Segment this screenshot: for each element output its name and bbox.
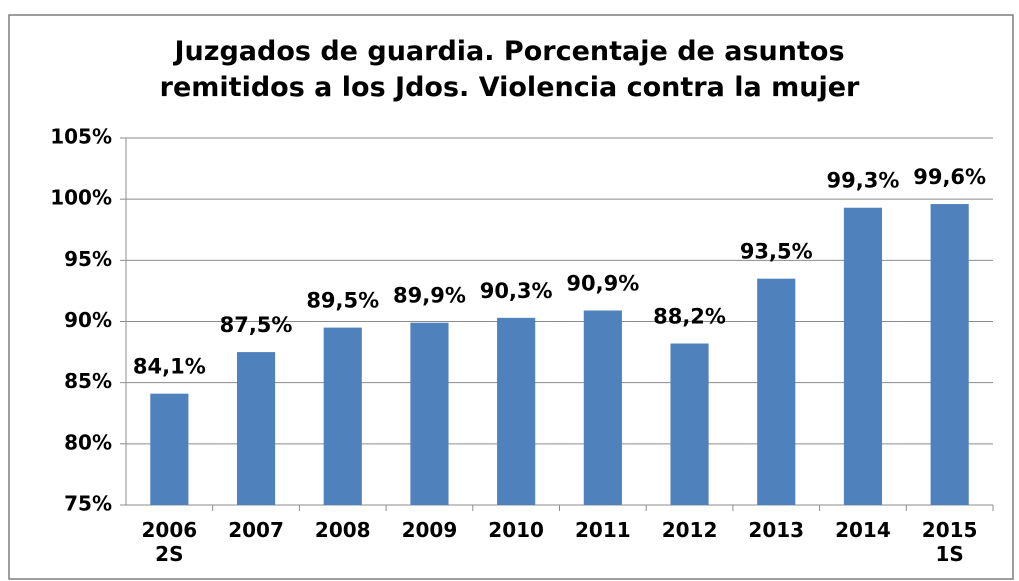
bar [497,317,536,505]
bar [670,343,709,505]
y-tick-label: 75% [64,492,112,516]
y-tick-label: 80% [64,430,112,454]
bar [583,310,622,505]
data-label: 84,1% [133,355,206,379]
x-tick-label: 2009 [401,518,458,542]
data-label: 90,9% [566,271,639,295]
x-tick-label: 2012 [661,518,718,542]
data-label: 99,3% [827,169,900,193]
data-label: 89,5% [306,289,379,313]
chart-title: Juzgados de guardia. Porcentaje de asunt… [159,36,860,103]
y-tick-label: 95% [64,247,112,271]
x-tick-label: 2008 [314,518,371,542]
data-label: 99,6% [913,165,986,189]
data-label: 89,9% [393,284,466,308]
bar [236,352,276,505]
x-tick-label: 2007 [228,518,284,542]
x-tick-label: 2011 [575,518,631,542]
data-label: 93,5% [740,240,813,264]
y-tick-label: 90% [64,308,112,332]
bar [410,322,449,505]
y-tick-label: 105% [50,125,112,149]
x-tick-label: 2014 [835,518,891,542]
x-tick-label: 2013 [748,518,805,542]
bar [930,204,969,505]
bar [323,327,362,505]
x-tick-label: 2006 2S [141,518,198,566]
y-tick-label: 85% [64,369,112,393]
data-label: 90,3% [480,279,553,303]
data-label: 87,5% [220,313,293,337]
x-tick-label: 2010 [488,518,544,542]
bar [150,393,189,505]
x-tick-label: 2015 1S [921,518,978,566]
y-tick-label: 100% [50,186,112,210]
bar [843,207,883,506]
bar [757,278,796,505]
data-label: 88,2% [653,305,726,329]
